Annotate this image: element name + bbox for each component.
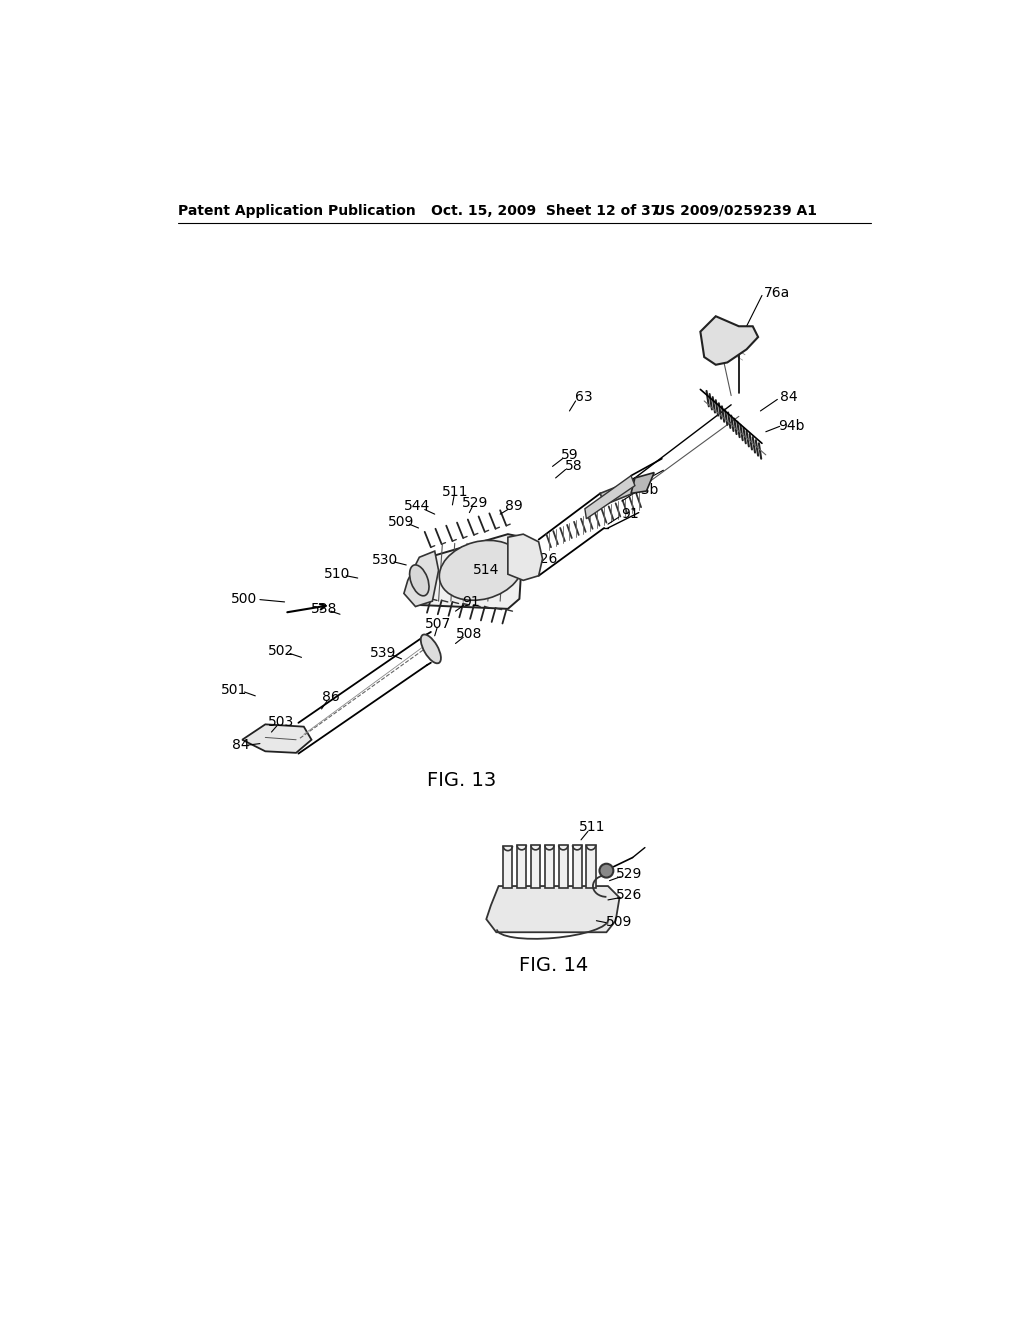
Text: 538: 538 — [311, 602, 338, 616]
Text: 539: 539 — [370, 645, 396, 660]
Text: 73b: 73b — [633, 483, 659, 496]
Text: 503: 503 — [267, 715, 294, 729]
Text: 523: 523 — [718, 342, 744, 356]
Ellipse shape — [439, 540, 522, 601]
Text: Patent Application Publication: Patent Application Publication — [178, 203, 416, 218]
Text: 526: 526 — [531, 552, 558, 566]
Text: 94b: 94b — [778, 420, 805, 433]
Polygon shape — [403, 552, 438, 607]
Text: 84: 84 — [231, 738, 250, 752]
Text: FIG. 14: FIG. 14 — [519, 956, 589, 975]
Text: FIG. 13: FIG. 13 — [427, 771, 497, 791]
Text: 530: 530 — [372, 553, 397, 568]
Polygon shape — [486, 886, 620, 932]
Text: 526: 526 — [616, 888, 643, 903]
Text: 510: 510 — [324, 568, 350, 581]
Text: 59: 59 — [561, 447, 579, 462]
Text: 529: 529 — [462, 495, 488, 510]
Polygon shape — [243, 725, 311, 752]
Polygon shape — [517, 845, 526, 887]
Text: 500: 500 — [231, 591, 258, 606]
Polygon shape — [545, 845, 554, 887]
Text: 544: 544 — [403, 499, 430, 513]
Text: 89: 89 — [505, 499, 523, 513]
Text: 508: 508 — [456, 627, 482, 642]
Text: 514: 514 — [473, 564, 500, 577]
Polygon shape — [600, 478, 643, 506]
Polygon shape — [408, 535, 523, 609]
Circle shape — [599, 863, 613, 878]
Text: 84: 84 — [780, 391, 798, 404]
Text: 86: 86 — [322, 690, 340, 705]
Polygon shape — [631, 473, 654, 494]
Polygon shape — [585, 475, 635, 519]
Text: 501: 501 — [221, 682, 248, 697]
Text: US 2009/0259239 A1: US 2009/0259239 A1 — [654, 203, 817, 218]
Text: 529: 529 — [616, 867, 643, 882]
Polygon shape — [559, 845, 568, 887]
Polygon shape — [587, 845, 596, 887]
Text: 509: 509 — [606, 915, 633, 929]
Text: 76a: 76a — [764, 286, 791, 300]
Polygon shape — [508, 535, 543, 581]
Ellipse shape — [410, 565, 429, 595]
Text: 502: 502 — [268, 644, 295, 659]
Text: 507: 507 — [425, 618, 452, 631]
Text: 58: 58 — [564, 459, 582, 474]
Polygon shape — [700, 317, 758, 364]
Text: Oct. 15, 2009  Sheet 12 of 37: Oct. 15, 2009 Sheet 12 of 37 — [431, 203, 660, 218]
Text: 91: 91 — [462, 595, 480, 609]
Ellipse shape — [421, 635, 441, 664]
Text: 509: 509 — [388, 515, 415, 529]
Text: 511: 511 — [580, 820, 606, 834]
Text: 63: 63 — [574, 391, 592, 404]
Polygon shape — [572, 845, 582, 887]
Text: 511: 511 — [442, 484, 469, 499]
Text: 91: 91 — [621, 507, 638, 521]
Polygon shape — [503, 846, 512, 888]
Polygon shape — [531, 845, 541, 887]
